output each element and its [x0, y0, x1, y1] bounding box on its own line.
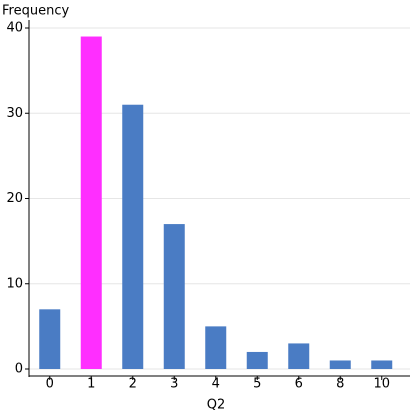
x-tick-label: 0 — [46, 377, 54, 392]
y-tick-label: 10 — [6, 276, 23, 291]
bar — [288, 343, 310, 369]
bar — [371, 360, 393, 369]
x-tick-label: 2 — [129, 377, 137, 392]
y-tick-label: 20 — [6, 191, 23, 206]
bar — [329, 360, 351, 369]
bar — [39, 309, 61, 369]
bar — [205, 326, 227, 369]
x-tick-label: 10 — [373, 377, 390, 392]
x-axis-title: Q2 — [207, 398, 226, 413]
y-tick-label: 30 — [6, 106, 23, 121]
x-tick-label: 8 — [336, 377, 344, 392]
bar — [122, 104, 144, 369]
x-tick-label: 6 — [295, 377, 303, 392]
x-tick-label: 1 — [87, 377, 95, 392]
y-tick-label: 0 — [15, 362, 23, 377]
x-tick-label: 4 — [212, 377, 220, 392]
x-tick-label: 3 — [170, 377, 178, 392]
bar — [246, 351, 268, 369]
bar — [80, 36, 102, 370]
y-axis-title: Frequency — [2, 4, 69, 19]
y-tick-label: 40 — [6, 21, 23, 36]
bar — [163, 224, 185, 369]
x-tick-label: 5 — [253, 377, 261, 392]
